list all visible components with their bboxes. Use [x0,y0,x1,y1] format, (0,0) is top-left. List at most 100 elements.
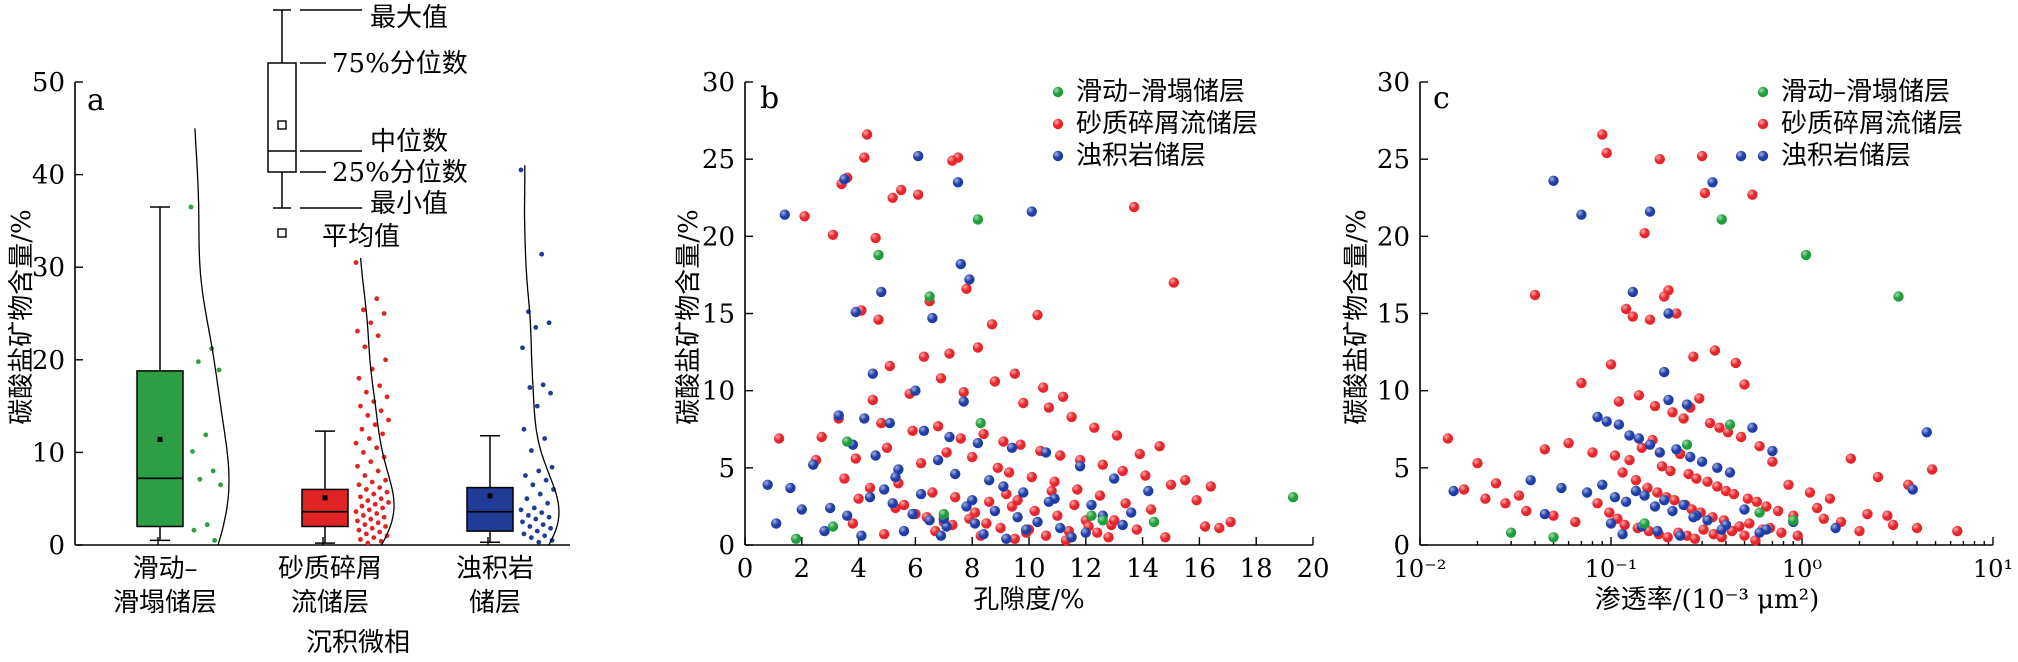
data-point-red [961,283,972,294]
data-point [356,375,362,381]
data-point [375,520,381,526]
data-point-red [1633,390,1645,401]
data-point-red [1804,487,1816,498]
legend-min: 最小值 [370,189,448,219]
data-point-blue [955,258,966,270]
data-point-green [1148,516,1160,528]
data-point-blue [1026,206,1038,217]
data-point [530,482,536,488]
y-tick-label-a: 20 [32,346,65,376]
x-tick-label: 2 [794,554,811,584]
legend-label: 砂质碎屑流储层 [1781,109,1963,139]
data-point-blue [1620,496,1632,507]
data-point-red [981,518,992,529]
data-point [521,426,527,432]
data-point-blue [1907,484,1918,495]
data-point [190,449,195,454]
y-tick-label: 25 [702,145,735,175]
data-point-blue [833,410,844,421]
legend-marker [1757,150,1769,162]
data-point-blue [1592,411,1603,423]
data-point-green [1800,249,1812,261]
data-point [381,514,387,520]
data-point-red [1140,470,1151,481]
legend-marker [1757,118,1769,130]
data-point [527,385,533,390]
data-point-blue [1126,507,1137,518]
data-point-red [1636,442,1648,453]
data-point-blue [779,209,790,220]
data-point-blue [819,525,830,537]
data-point-blue [1639,490,1650,501]
box-0 [136,370,184,528]
data-point [521,531,527,537]
x-tick-label: 4 [850,554,867,584]
data-point [195,359,201,365]
data-point [359,503,365,509]
data-point-red [1069,499,1080,511]
data-point [386,417,391,423]
data-point-blue [950,468,961,480]
data-point [374,296,380,302]
panel-a: a 碳酸盐矿物含量/% 沉积微相 最大值 75%分位数 中位数 25%分位数 最… [7,3,570,658]
data-point-red [1652,487,1663,498]
data-point-green [972,214,984,225]
data-point-blue [918,425,930,436]
y-tick-label: 25 [1377,145,1410,175]
data-point-red [1134,448,1146,460]
data-point-red [941,447,952,458]
data-point-red [1592,498,1603,509]
mean-marker [322,495,328,501]
data-point-red [1018,397,1029,409]
data-point-red [1015,439,1026,450]
data-point [534,528,540,534]
y-tick-label: 15 [702,300,735,330]
data-point-blue [839,174,850,185]
data-point-blue [1117,519,1128,531]
data-point-blue [864,492,876,503]
data-point-red [1500,498,1511,509]
data-point-blue [972,437,984,449]
x-tick-label: 10⁻¹ [1585,555,1638,583]
data-point [546,320,552,326]
data-point-red [876,417,887,429]
data-point-red [998,436,1009,447]
data-point-red [1689,533,1701,544]
data-point-red [1639,228,1650,239]
data-point-red [1688,351,1699,362]
data-point [365,412,371,418]
data-point-green [1724,419,1736,430]
box-legend: 最大值 75%分位数 中位数 25%分位数 最小值 平均值 [322,3,468,252]
density-curve [194,128,230,546]
data-point-red [1605,359,1617,370]
data-point-blue [1605,518,1617,529]
data-point [362,522,368,528]
data-point-blue [1576,209,1587,220]
data-point-red [799,211,810,222]
data-point-red [1131,524,1143,535]
data-point [527,524,533,529]
data-point [375,333,381,339]
data-point-red [1678,413,1689,424]
data-point [386,500,391,505]
data-point-red [1055,450,1066,461]
data-point-blue [1712,462,1723,473]
data-point [371,535,377,540]
data-point-red [1180,475,1191,486]
data-point [523,473,528,478]
data-point-red [1009,533,1020,544]
data-point-red [1862,508,1873,520]
legend-mean-symbol [277,228,287,238]
data-point-red [1165,479,1177,490]
data-point-red [1128,201,1140,213]
data-point-blue [808,459,819,470]
data-point-red [1089,422,1100,433]
data-point-red [1730,357,1742,369]
data-point [355,518,360,524]
data-point [203,432,209,438]
legend-label: 滑动–滑塌储层 [1781,77,1950,107]
legend-box [267,62,297,173]
data-point-blue [796,504,807,515]
y-tick-label: 0 [718,531,735,561]
data-point-blue [1678,499,1689,511]
